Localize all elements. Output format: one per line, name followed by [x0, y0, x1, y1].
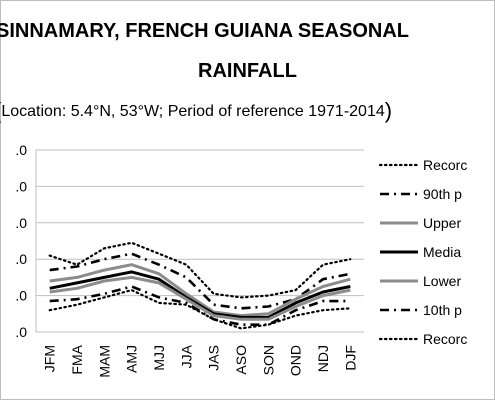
legend-label-6: 10th p	[423, 302, 462, 318]
y-tick-label: .0	[15, 178, 27, 194]
chart-title-line1: SINNAMARY, FRENCH GUIANA SEASONAL	[0, 20, 409, 42]
x-tick-label: OND	[288, 345, 304, 376]
series-line-2	[49, 252, 351, 310]
x-tick-label: NDJ	[315, 345, 331, 372]
x-tick-label: FMA	[69, 344, 85, 374]
legend-label-2: 90th p	[423, 186, 462, 202]
x-tick-label: JJA	[178, 344, 194, 368]
series-line-1	[48, 241, 352, 299]
y-tick-label: .0	[15, 215, 27, 231]
x-tick-label: MJJ	[151, 345, 167, 371]
x-tick-label: DJF	[342, 345, 358, 371]
x-tick-label: MAM	[96, 345, 112, 378]
series-line-5	[49, 275, 351, 321]
series-line-7	[48, 289, 352, 330]
legend-label-1: Recorc	[423, 157, 467, 173]
subtitle-close-paren: )	[384, 98, 393, 123]
series-line-6	[49, 285, 351, 326]
x-tick-label: SON	[260, 345, 276, 375]
legend-label-7: Recorc	[423, 331, 467, 347]
legend-label-5: Lower	[423, 273, 461, 289]
y-tick-label: .0	[15, 251, 27, 267]
chart-title-line2: RAINFALL	[198, 60, 297, 82]
subtitle-text: Location: 5.4°N, 53°W; Period of referen…	[1, 103, 385, 120]
y-tick-label: .0	[15, 288, 27, 304]
legend-label-4: Media	[423, 244, 461, 260]
series-line-3	[49, 263, 351, 318]
y-tick-label: .0	[15, 142, 27, 158]
legend-label-3: Upper	[423, 215, 461, 231]
x-tick-label: JFM	[42, 345, 58, 372]
y-tick-label: .0	[15, 324, 27, 340]
x-tick-label: ASO	[233, 345, 249, 375]
subtitle-open-paren: (	[0, 98, 1, 123]
chart-subtitle: (Location: 5.4°N, 53°W; Period of refere…	[0, 96, 490, 123]
series-line-4	[49, 270, 351, 319]
x-tick-label: JAS	[206, 345, 222, 371]
x-tick-label: AMJ	[124, 345, 140, 373]
